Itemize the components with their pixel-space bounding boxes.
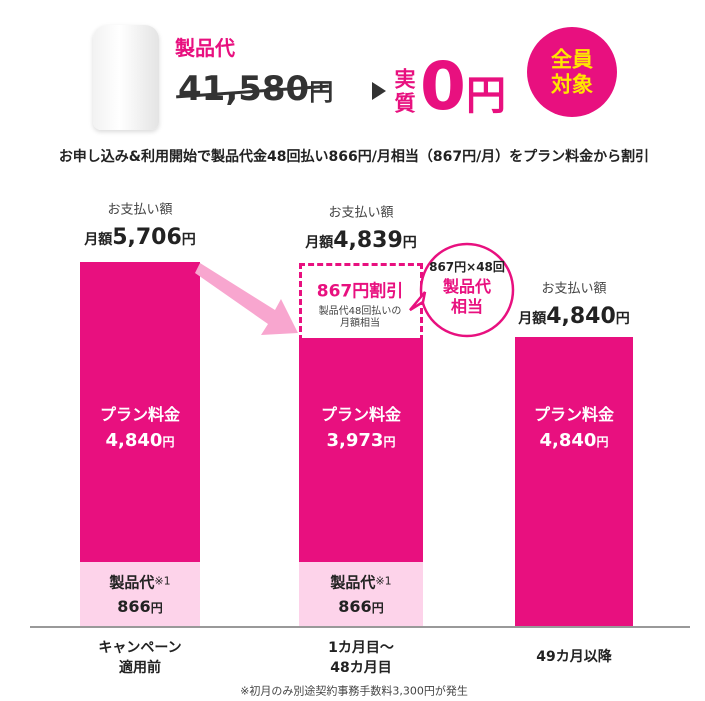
product-label: 製品代 [175, 36, 235, 60]
monthly-amount: 月額5,706円 [84, 227, 196, 249]
pay-label: お支払い額 [107, 202, 173, 218]
x-label: 49カ月以降 [536, 649, 612, 665]
product-amount-unit: 円 [371, 601, 384, 615]
plan-amount-value: 3,973 [326, 430, 384, 451]
monthly-label: 月額 [518, 311, 547, 327]
product-amount-value: 866 [117, 597, 151, 616]
jisshitsu-1: 実 [394, 67, 416, 92]
product-bar [299, 562, 423, 626]
bubble [409, 242, 515, 338]
product-label: 製品代※1 [109, 573, 171, 592]
router-image [93, 25, 159, 130]
arrow-head [372, 82, 386, 100]
bubble-line1: 867円×48回 [429, 260, 505, 274]
product-label: 製品代※1 [330, 573, 392, 592]
amount-unit: 円 [181, 232, 196, 248]
monthly-amount: 月額4,840円 [518, 306, 630, 328]
product-amount: 866円 [338, 599, 383, 615]
zero: 0 [420, 48, 466, 125]
plan-label: プラン料金 [320, 405, 402, 424]
product-label-text: 製品代 [109, 573, 155, 592]
plan-amount-unit: 円 [162, 435, 175, 449]
flow-arrow [195, 263, 298, 335]
product-amount-value: 866 [338, 597, 372, 616]
plan-amount-unit: 円 [596, 435, 609, 449]
discount-sub: 月額相当 [340, 318, 380, 329]
badge-1: 全員 [551, 47, 593, 72]
note-mark: ※1 [154, 574, 171, 588]
discount-title: 867円割引 [316, 281, 404, 302]
plan-amount-unit: 円 [383, 435, 396, 449]
amount-unit: 円 [402, 235, 417, 251]
plan-amount: 4,840円 [106, 432, 175, 450]
plan-amount-value: 4,840 [105, 430, 163, 451]
jisshitsu-2: 質 [394, 91, 416, 116]
discount-box [299, 263, 423, 341]
product-label-text: 製品代 [330, 573, 376, 592]
amount: 4,839 [333, 228, 403, 253]
plan-bar [80, 262, 200, 562]
monthly-amount: 月額4,839円 [305, 230, 417, 252]
amount-unit: 円 [615, 311, 630, 327]
x-label: 適用前 [119, 660, 161, 676]
x-label: 1カ月目～ [328, 640, 394, 656]
plan-bar [515, 337, 633, 626]
x-label: キャンペーン [98, 640, 182, 656]
plan-bar [299, 338, 423, 562]
pay-label: お支払い額 [541, 281, 607, 297]
zero-unit: 円 [465, 73, 506, 119]
x-label: 48カ月目 [330, 660, 392, 676]
product-amount: 866円 [117, 599, 162, 615]
discount-sub: 製品代48回払いの [318, 306, 402, 317]
product-amount-unit: 円 [150, 601, 163, 615]
bubble-line3: 相当 [450, 297, 484, 316]
badge-2: 対象 [551, 72, 593, 97]
badge [527, 27, 617, 117]
amount: 4,840 [546, 304, 616, 329]
plan-label: プラン料金 [99, 405, 181, 424]
plan-amount: 3,973円 [327, 432, 396, 450]
note-mark: ※1 [375, 574, 392, 588]
monthly-label: 月額 [305, 235, 334, 251]
monthly-label: 月額 [84, 232, 113, 248]
amount: 5,706 [112, 225, 182, 250]
plan-amount: 4,840円 [540, 432, 609, 450]
subtitle: お申し込み&利用開始で製品代金48回払い866円/月相当（867円/月）をプラン… [58, 149, 650, 165]
footnote: ※初月のみ別途契約事務手数料3,300円が発生 [240, 684, 468, 698]
pay-label: お支払い額 [328, 205, 394, 221]
plan-label: プラン料金 [533, 405, 615, 424]
bubble-line2: 製品代 [442, 277, 492, 296]
plan-amount-value: 4,840 [539, 430, 597, 451]
price-unit: 円 [309, 78, 334, 106]
product-bar [80, 562, 200, 626]
zero-wrap: 0円 [420, 54, 506, 120]
baseline [30, 626, 690, 628]
